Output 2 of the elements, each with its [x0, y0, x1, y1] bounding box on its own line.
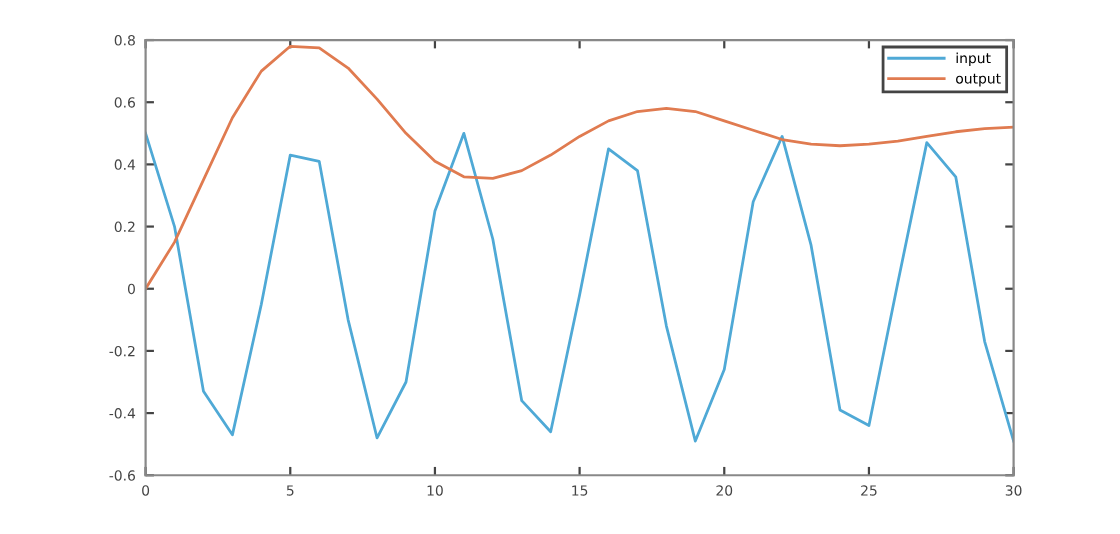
- line-series: [145, 131, 1014, 443]
- line-series: [145, 44, 1014, 291]
